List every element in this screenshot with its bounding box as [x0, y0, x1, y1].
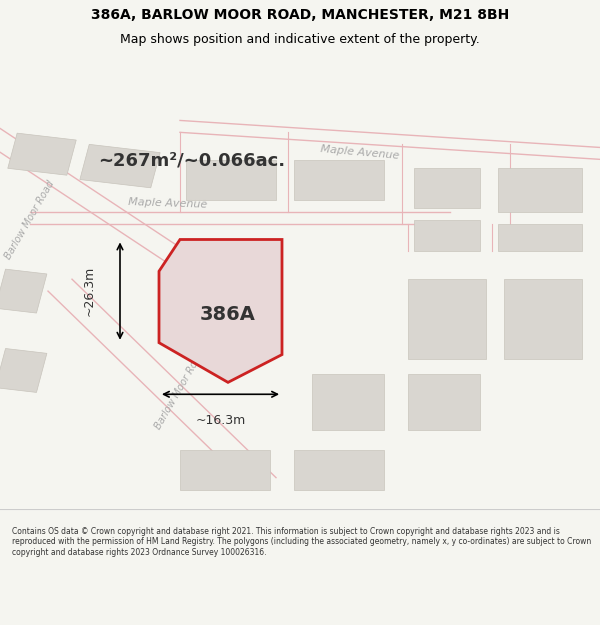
FancyBboxPatch shape: [186, 160, 276, 200]
Text: Maple Avenue: Maple Avenue: [128, 198, 208, 210]
Text: Maple Avenue: Maple Avenue: [320, 144, 400, 161]
Text: ~267m²/~0.066ac.: ~267m²/~0.066ac.: [98, 151, 286, 169]
Text: Contains OS data © Crown copyright and database right 2021. This information is : Contains OS data © Crown copyright and d…: [12, 527, 591, 556]
FancyBboxPatch shape: [294, 450, 384, 489]
FancyBboxPatch shape: [414, 219, 480, 251]
FancyBboxPatch shape: [498, 168, 582, 212]
Polygon shape: [159, 239, 282, 382]
Text: Barlow Moor Road: Barlow Moor Road: [154, 349, 206, 431]
FancyBboxPatch shape: [408, 374, 480, 430]
Polygon shape: [80, 144, 160, 188]
Polygon shape: [0, 349, 47, 392]
Text: Map shows position and indicative extent of the property.: Map shows position and indicative extent…: [120, 33, 480, 46]
FancyBboxPatch shape: [414, 168, 480, 208]
Text: 386A: 386A: [200, 306, 256, 324]
FancyBboxPatch shape: [498, 224, 582, 251]
Text: 386A, BARLOW MOOR ROAD, MANCHESTER, M21 8BH: 386A, BARLOW MOOR ROAD, MANCHESTER, M21 …: [91, 8, 509, 22]
FancyBboxPatch shape: [504, 279, 582, 359]
FancyBboxPatch shape: [312, 374, 384, 430]
FancyBboxPatch shape: [408, 279, 486, 359]
Text: ~16.3m: ~16.3m: [196, 414, 245, 427]
FancyBboxPatch shape: [180, 450, 270, 489]
Text: ~26.3m: ~26.3m: [83, 266, 96, 316]
Text: Barlow Moor Road: Barlow Moor Road: [4, 179, 56, 261]
Polygon shape: [0, 269, 47, 313]
Polygon shape: [8, 133, 76, 175]
FancyBboxPatch shape: [294, 160, 384, 200]
